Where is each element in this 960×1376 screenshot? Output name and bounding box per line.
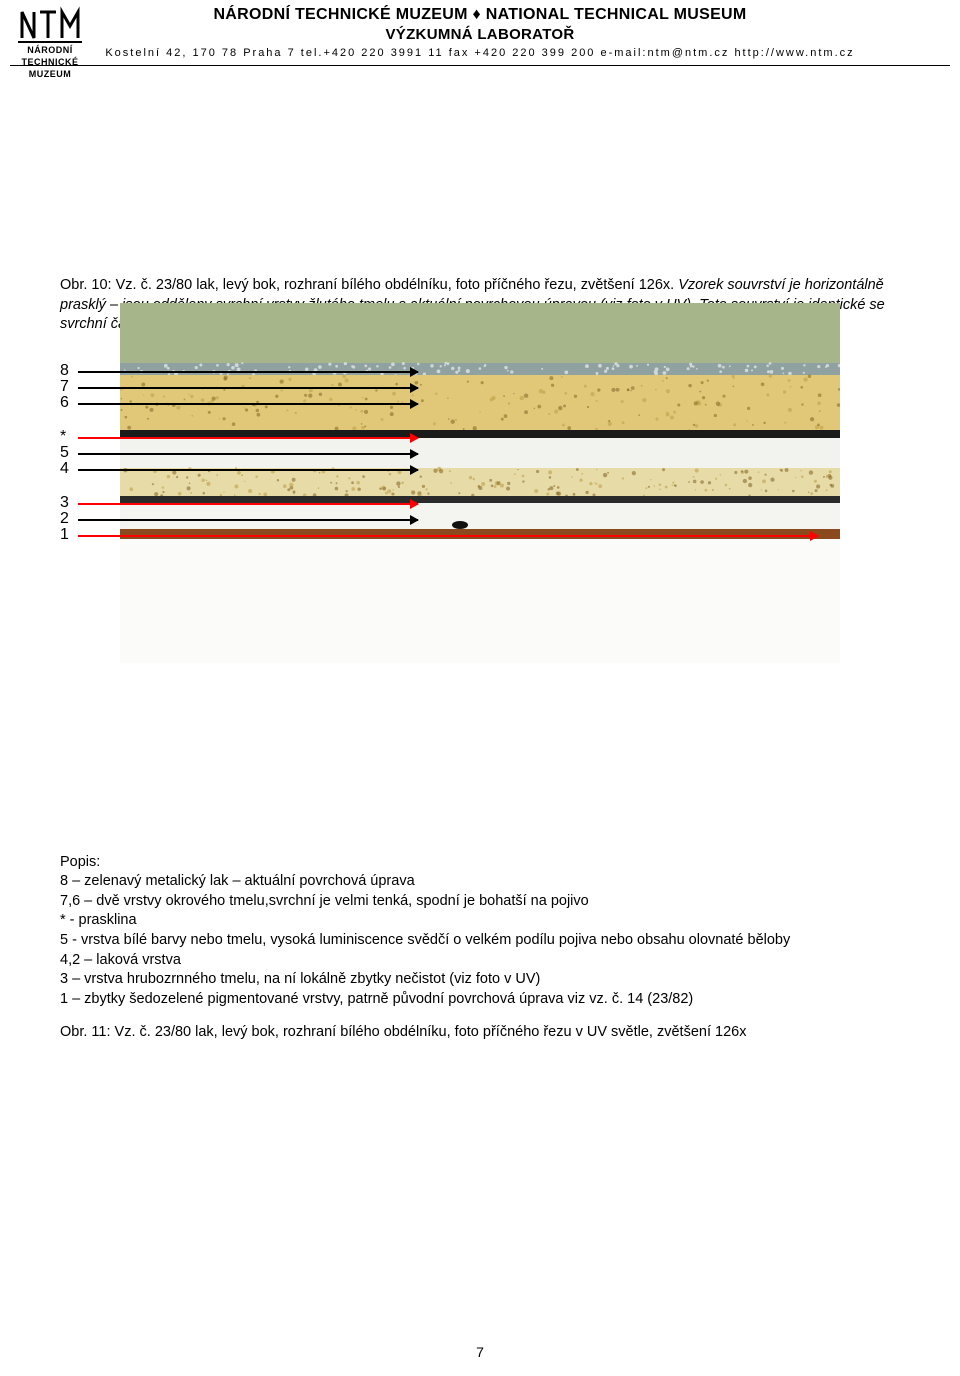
legend-items: 8 – zelenavý metalický lak – aktuální po… (60, 872, 900, 1009)
pointer-arrow (78, 503, 418, 505)
logo-text-line3: MUZEUM (10, 70, 90, 80)
pointer-arrow (78, 469, 418, 471)
pointer-arrow (78, 403, 418, 405)
legend-item: 5 - vrstva bílé barvy nebo tmelu, vysoká… (60, 931, 900, 951)
figure-caption-11: Obr. 11: Vz. č. 23/80 lak, levý bok, roz… (60, 1023, 900, 1043)
pointer-arrow (78, 371, 418, 373)
page-content: Obr. 10: Vz. č. 23/80 lak, levý bok, roz… (0, 276, 960, 1043)
logo-text-line2: TECHNICKÉ (10, 58, 90, 68)
caption-prefix: Obr. 10: Vz. č. 23/80 lak, levý bok, roz… (60, 277, 674, 293)
layer-labels-column: 8 7 6 * 5 4 3 2 1 (60, 363, 100, 561)
legend-item: 3 – vrstva hrubozrnného tmelu, na ní lok… (60, 970, 900, 990)
microscope-cross-section (120, 303, 840, 663)
logo-text-line1: NÁRODNÍ (10, 46, 90, 56)
legend-item: * - prasklina (60, 911, 900, 931)
pointer-arrow (78, 535, 818, 537)
legend-item: 7,6 – dvě vrstvy okrového tmelu,svrchní … (60, 892, 900, 912)
page-number: 7 (0, 1344, 960, 1360)
page-header: NÁRODNÍ TECHNICKÉ MUZEUM NÁRODNÍ TECHNIC… (0, 0, 960, 66)
pointer-arrow (78, 437, 418, 439)
legend-item: 4,2 – laková vrstva (60, 951, 900, 971)
legend-item: 8 – zelenavý metalický lak – aktuální po… (60, 872, 900, 892)
legend-title: Popis: (60, 853, 900, 873)
figure-wrapper: 8 7 6 * 5 4 3 2 1 (60, 363, 900, 703)
pointer-arrow (78, 453, 418, 455)
header-rule (10, 65, 950, 66)
legend-item: 1 – zbytky šedozelené pigmentované vrstv… (60, 990, 900, 1010)
legend-block: Popis: 8 – zelenavý metalický lak – aktu… (60, 853, 900, 1043)
pointer-arrow (78, 519, 418, 521)
header-title-1: NÁRODNÍ TECHNICKÉ MUZEUM ♦ NATIONAL TECH… (10, 6, 950, 24)
header-titles: NÁRODNÍ TECHNICKÉ MUZEUM ♦ NATIONAL TECH… (10, 6, 950, 43)
header-contact: Kostelní 42, 170 78 Praha 7 tel.+420 220… (10, 47, 950, 59)
header-title-2: VÝZKUMNÁ LABORATOŘ (10, 26, 950, 43)
logo-block: NÁRODNÍ TECHNICKÉ MUZEUM (10, 6, 90, 80)
pointer-arrow (78, 387, 418, 389)
ntm-logo-icon (18, 6, 82, 44)
